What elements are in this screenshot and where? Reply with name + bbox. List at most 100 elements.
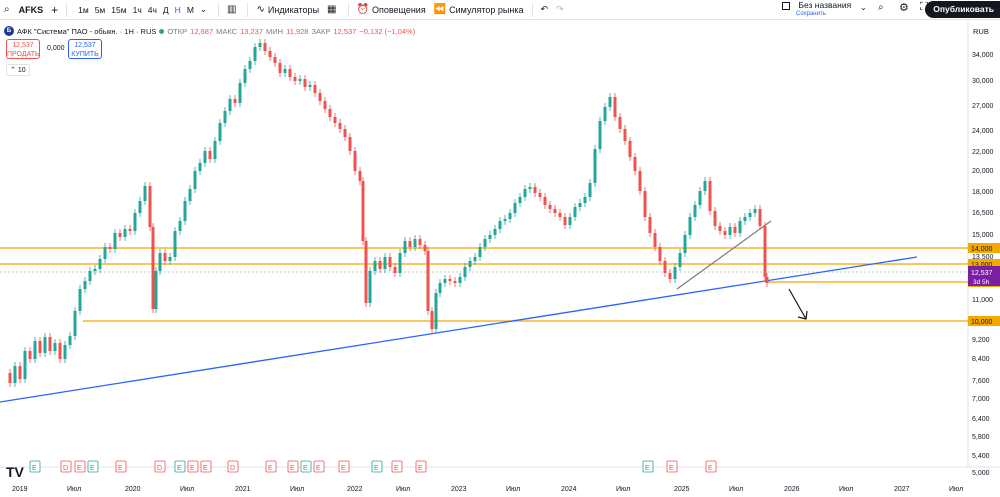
candle-body (379, 261, 382, 269)
interval-3[interactable]: 1ч (130, 5, 145, 15)
interval-0[interactable]: 1м (75, 5, 92, 15)
tradingview-logo: TV (6, 464, 24, 480)
alerts-button[interactable]: ⏰ Оповещения (353, 0, 430, 20)
candle-body (609, 97, 612, 107)
candle-body (659, 247, 662, 261)
replay-button[interactable]: ⏪ Симулятор рынка (430, 0, 528, 20)
price-tick-label: 7,600 (972, 378, 990, 385)
candle-body (69, 336, 72, 345)
candle-body (414, 239, 417, 247)
candle-body (699, 191, 702, 205)
add-symbol-button[interactable]: + (47, 0, 62, 20)
candle-body (649, 217, 652, 233)
candle-body (294, 77, 297, 81)
candle-body (749, 213, 752, 217)
layout-menu-chevron-icon[interactable]: ⌄ (860, 3, 867, 12)
interval-7[interactable]: М (184, 5, 197, 15)
quick-search-icon[interactable]: ⌕ (878, 2, 884, 13)
publish-button[interactable]: Опубликовать (925, 1, 1000, 18)
candle-body (431, 311, 434, 329)
candle-body (54, 343, 57, 351)
candle-body (514, 203, 517, 213)
price-chart[interactable]: 34,000 30,000 27,000 24,000 22,000 20,000 18,0… (0, 21, 1000, 497)
candle-body (409, 241, 412, 247)
candle-body (89, 271, 92, 281)
candle-body (369, 271, 372, 303)
candle-body (84, 281, 87, 289)
divider (532, 3, 533, 17)
interval-chevron-icon[interactable]: ⌄ (197, 4, 210, 15)
candle-body (444, 279, 447, 283)
time-axis-label: 2023 (451, 486, 467, 493)
time-axis-label: 2019 (12, 486, 28, 493)
candle-body (34, 341, 37, 359)
candle-body (424, 245, 427, 251)
sell-button[interactable]: 12,537 ПРОДАТЬ (6, 39, 40, 59)
price-tick-label: 5,400 (972, 453, 990, 460)
rewind-icon: ⏪ (434, 4, 446, 15)
candle-body (254, 47, 257, 61)
chart-pane[interactable]: 34,000 30,000 27,000 24,000 22,000 20,000 18,0… (0, 21, 1000, 497)
interval-list: 1м 5м 15м 1ч 4ч Д Н М ⌄ (71, 0, 214, 20)
candle-body (754, 209, 757, 213)
candle-body (684, 235, 687, 253)
buy-button[interactable]: 12,537 КУПИТЬ (68, 39, 102, 59)
layout-name-button[interactable]: Без названия Сохранить (782, 1, 851, 19)
interval-6[interactable]: Н (172, 5, 184, 15)
symbol-search[interactable]: ⌕ AFKS (0, 0, 47, 20)
candle-body (214, 141, 217, 159)
price-tick-label: 24,000 (972, 128, 994, 135)
candle-body (109, 247, 112, 249)
time-axis-label: 2021 (235, 486, 251, 493)
candle-body (539, 193, 542, 197)
candle-body (149, 186, 152, 227)
candle-body (309, 85, 312, 87)
candle-body (29, 351, 32, 359)
templates-button[interactable]: ▦ (323, 0, 343, 20)
candle-body (124, 229, 127, 237)
earnings-event-label: D (230, 465, 235, 472)
currency-label[interactable]: RUB (973, 27, 989, 36)
candle-body (654, 233, 657, 247)
chart-type-button[interactable]: ▥ (223, 0, 243, 20)
price-tick-label: 15,000 (972, 232, 994, 239)
candle-body (314, 85, 317, 93)
time-axis-label: Июл (839, 486, 853, 493)
candle-body (279, 63, 282, 73)
volume-toggle-label: 10 (18, 67, 26, 74)
candle-body (264, 43, 267, 51)
redo-button[interactable]: ↷ (552, 0, 568, 20)
candle-body (169, 257, 172, 261)
candle-body (459, 277, 462, 283)
candle-body (194, 171, 197, 189)
interval-2[interactable]: 15м (108, 5, 129, 15)
candle-body (104, 247, 107, 259)
low-label: МИН (266, 27, 283, 36)
earnings-event-label: E (77, 465, 82, 472)
earnings-event-label: E (190, 465, 195, 472)
high-label: МАКС (216, 27, 237, 36)
earnings-event-label: E (708, 465, 713, 472)
settings-gear-icon[interactable]: ⚙ (899, 1, 909, 14)
interval-5[interactable]: Д (160, 5, 172, 15)
candle-body (435, 293, 438, 329)
time-axis-label: 2026 (784, 486, 800, 493)
indicators-button[interactable]: ∿ Индикаторы (252, 0, 323, 20)
candle-body (204, 151, 207, 163)
candle-body (419, 239, 422, 245)
time-axis-label: Июл (180, 486, 194, 493)
candle-body (734, 227, 737, 233)
candle-body (389, 257, 392, 267)
interval-4[interactable]: 4ч (145, 5, 160, 15)
candle-body (229, 99, 232, 111)
candle-body (544, 197, 547, 205)
legend-symbol-name[interactable]: АФК "Система" ПАО - обыкн. · 1Н · RUS (17, 27, 156, 36)
volume-toggle-button[interactable]: ⌃ 10 (6, 64, 30, 76)
candle-body (664, 261, 667, 273)
interval-1[interactable]: 5м (92, 5, 109, 15)
candle-body (64, 345, 67, 359)
time-axis-label: Июл (729, 486, 743, 493)
price-tick-label: 34,000 (972, 52, 994, 59)
candle-body (329, 109, 332, 117)
undo-button[interactable]: ↶ (537, 0, 553, 20)
